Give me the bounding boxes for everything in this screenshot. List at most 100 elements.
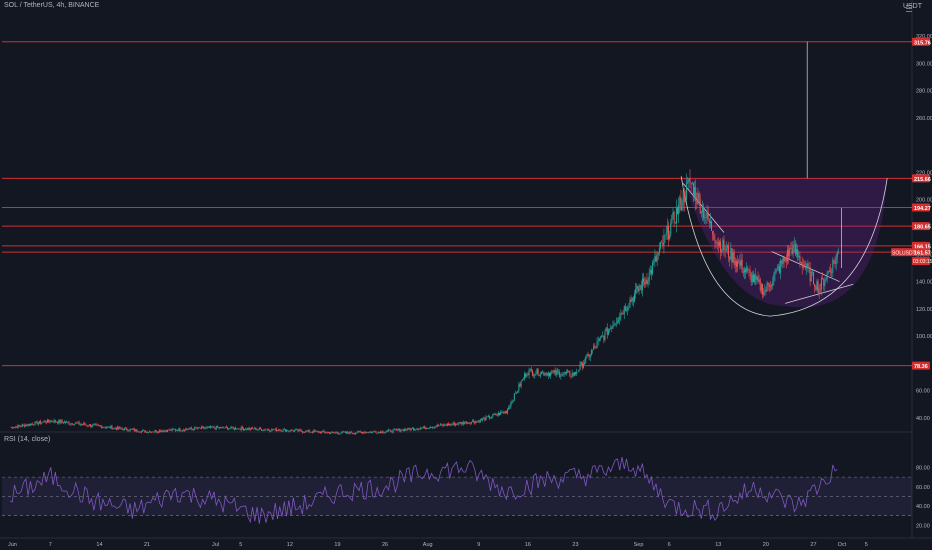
candle[interactable]	[104, 427, 106, 428]
candle[interactable]	[333, 432, 335, 433]
candle[interactable]	[667, 225, 669, 240]
candle[interactable]	[644, 282, 646, 285]
candle[interactable]	[236, 429, 238, 430]
candle[interactable]	[443, 424, 445, 426]
candle[interactable]	[399, 428, 401, 432]
candle[interactable]	[773, 274, 775, 282]
candle[interactable]	[91, 426, 93, 427]
candle[interactable]	[148, 431, 150, 433]
candle[interactable]	[514, 392, 516, 394]
candle[interactable]	[478, 420, 480, 423]
rsi-line[interactable]	[9, 457, 838, 524]
candle[interactable]	[561, 374, 563, 377]
candle[interactable]	[746, 267, 748, 272]
candle[interactable]	[755, 274, 757, 280]
candle[interactable]	[305, 430, 307, 433]
candle[interactable]	[783, 257, 785, 262]
candle[interactable]	[647, 281, 649, 284]
candle[interactable]	[299, 429, 301, 431]
candle[interactable]	[835, 257, 837, 265]
candle[interactable]	[35, 421, 37, 423]
candle[interactable]	[55, 421, 57, 423]
candle[interactable]	[575, 372, 577, 374]
candle[interactable]	[335, 432, 337, 434]
candle[interactable]	[32, 423, 34, 425]
candle[interactable]	[229, 428, 231, 429]
candle[interactable]	[282, 429, 284, 432]
candle[interactable]	[582, 363, 584, 368]
candle[interactable]	[87, 425, 89, 427]
candle[interactable]	[269, 430, 271, 431]
candle[interactable]	[648, 272, 650, 282]
candle[interactable]	[764, 290, 766, 292]
candle[interactable]	[31, 423, 33, 425]
candle[interactable]	[298, 429, 300, 432]
candle[interactable]	[284, 429, 286, 432]
candle[interactable]	[737, 261, 739, 267]
candle[interactable]	[650, 270, 652, 274]
candle[interactable]	[131, 429, 133, 430]
candle[interactable]	[320, 431, 322, 434]
candle[interactable]	[624, 306, 626, 311]
candle[interactable]	[450, 424, 452, 425]
candle[interactable]	[604, 331, 606, 340]
candle[interactable]	[730, 247, 732, 260]
candle[interactable]	[358, 431, 360, 432]
candle[interactable]	[518, 384, 520, 391]
candle[interactable]	[475, 421, 477, 423]
candle[interactable]	[405, 429, 407, 430]
candle[interactable]	[245, 429, 247, 430]
candle[interactable]	[376, 433, 378, 434]
candle[interactable]	[168, 429, 170, 431]
candle[interactable]	[416, 428, 418, 430]
candle[interactable]	[407, 427, 409, 430]
candle[interactable]	[37, 423, 39, 425]
candle[interactable]	[155, 430, 157, 433]
candle[interactable]	[295, 429, 297, 431]
candle[interactable]	[581, 362, 583, 368]
candle[interactable]	[354, 433, 356, 434]
candle[interactable]	[784, 257, 786, 262]
candle[interactable]	[185, 428, 187, 431]
candle[interactable]	[781, 260, 783, 264]
candle[interactable]	[688, 178, 690, 181]
candle[interactable]	[256, 429, 258, 431]
candle[interactable]	[248, 428, 250, 430]
candle[interactable]	[199, 427, 201, 429]
candle[interactable]	[661, 242, 663, 244]
candle[interactable]	[46, 419, 48, 423]
candle[interactable]	[831, 271, 833, 273]
candle[interactable]	[401, 429, 403, 431]
candle[interactable]	[10, 427, 12, 428]
candle[interactable]	[363, 432, 365, 434]
candle[interactable]	[352, 433, 354, 434]
candle[interactable]	[724, 250, 726, 251]
candle[interactable]	[179, 428, 181, 431]
candle[interactable]	[205, 427, 207, 429]
candle[interactable]	[573, 372, 575, 376]
candle[interactable]	[393, 429, 395, 430]
candle[interactable]	[596, 341, 598, 348]
candle[interactable]	[221, 426, 223, 428]
candle[interactable]	[79, 424, 81, 425]
candle[interactable]	[546, 372, 548, 376]
candle[interactable]	[780, 260, 782, 273]
candle[interactable]	[722, 239, 724, 250]
candle[interactable]	[220, 427, 222, 429]
candle[interactable]	[594, 346, 596, 347]
candle[interactable]	[742, 271, 744, 273]
candle[interactable]	[537, 368, 539, 376]
candle[interactable]	[490, 417, 492, 419]
candle[interactable]	[544, 374, 546, 376]
candle[interactable]	[720, 241, 722, 253]
candle[interactable]	[703, 206, 705, 219]
candle[interactable]	[129, 429, 131, 431]
candle[interactable]	[130, 429, 132, 430]
candle[interactable]	[476, 421, 478, 422]
candle[interactable]	[315, 431, 317, 432]
candle[interactable]	[402, 429, 404, 432]
candle[interactable]	[360, 432, 362, 433]
candle[interactable]	[418, 428, 420, 430]
candle[interactable]	[445, 425, 447, 426]
